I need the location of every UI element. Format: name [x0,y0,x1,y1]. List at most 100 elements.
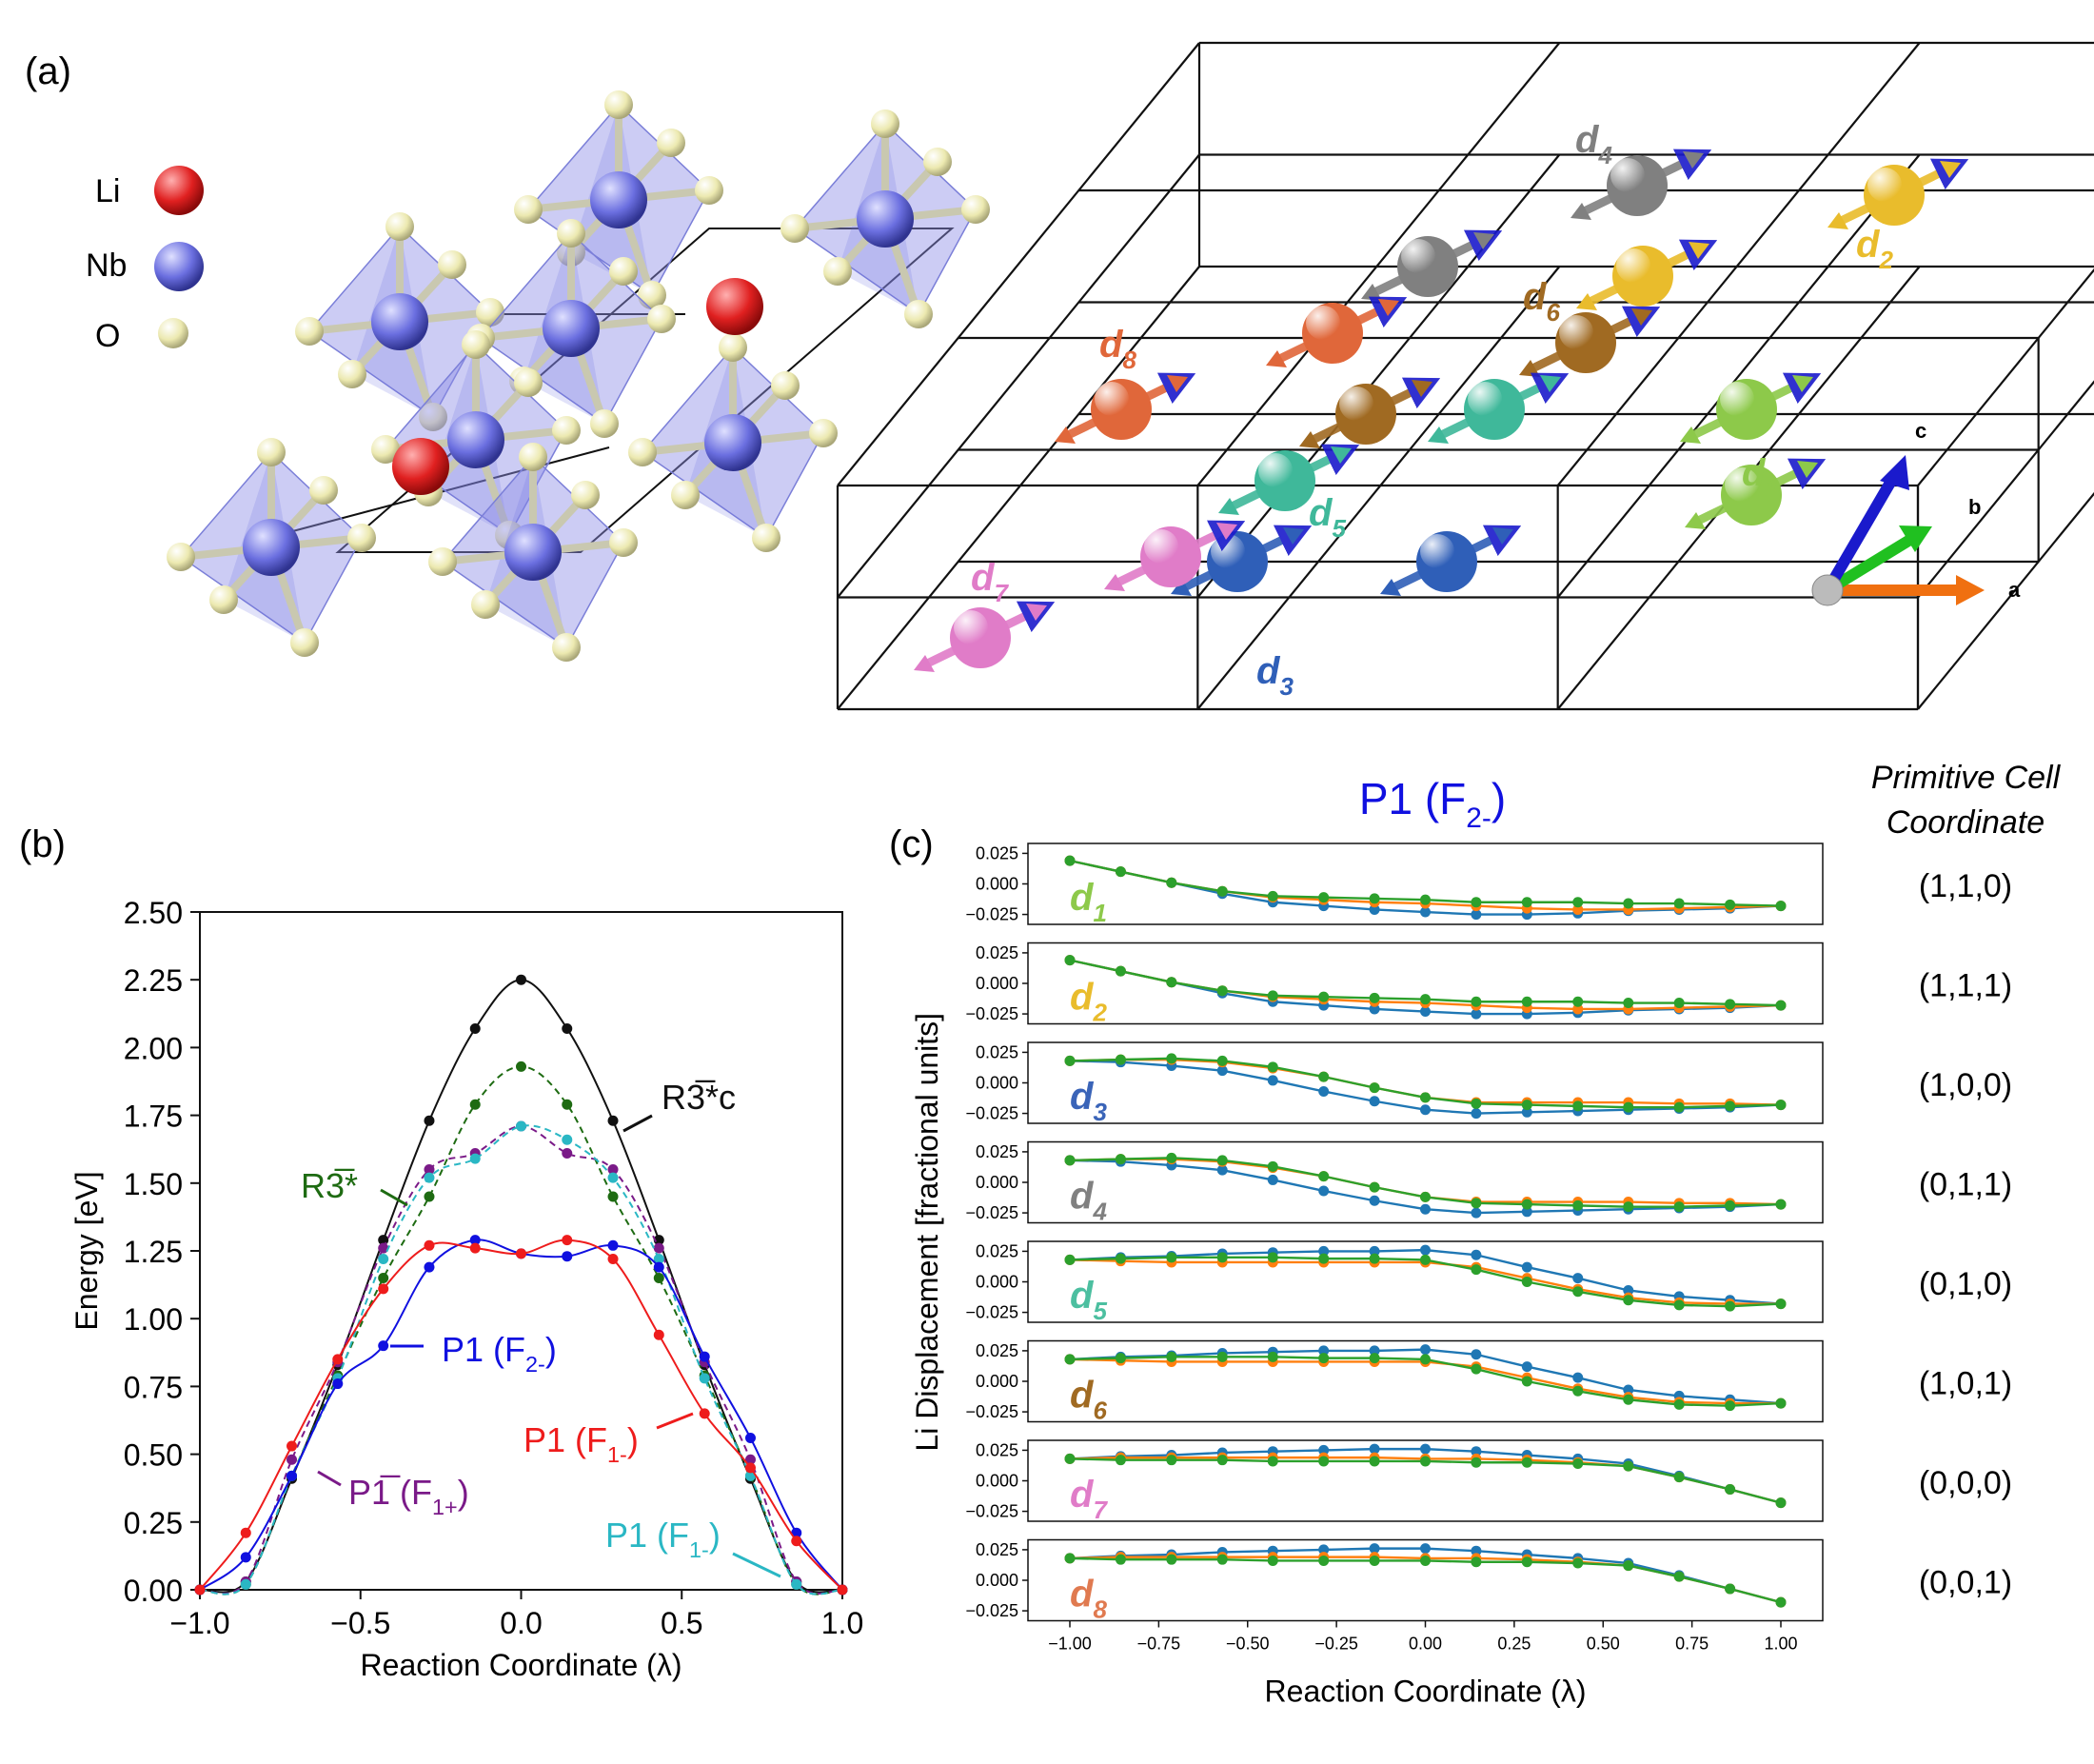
data-point [424,1164,435,1176]
series-label-1: R3̅* [301,1166,358,1205]
data-point [1267,1351,1278,1362]
data-point [791,1536,802,1547]
subplot-label-d6: d6 [1070,1375,1107,1425]
atom-highlight [1339,386,1373,421]
data-point [1521,1361,1532,1373]
oxygen-atom [209,585,238,614]
site-label-d1-sub: 1 [1765,474,1778,503]
primitive-cell-coordinate: (0,1,1) [1919,1167,2012,1203]
data-point [1318,1185,1330,1197]
subplot-d6: 0.025 0.000 −0.025 d6 (1,0,1) [965,1339,2012,1425]
data-point [1521,897,1532,908]
data-point [1623,998,1634,1009]
data-point [1318,1444,1330,1456]
atom-highlight [1258,453,1293,487]
niobium-atom [590,171,647,228]
primitive-cell-coordinate: (1,0,1) [1919,1366,2012,1402]
data-point [1216,1351,1228,1362]
arrow-head [1940,161,1961,178]
y-axis-label: Li Displacement [fractional units] [910,1013,944,1452]
series-label-3-sub: 1- [689,1537,709,1562]
data-point [1318,1544,1330,1556]
data-point [1369,893,1380,904]
y-tick-label: −0.025 [965,1104,1018,1123]
data-point [1318,1555,1330,1566]
data-point [1673,1571,1685,1582]
data-point [1775,1497,1787,1509]
data-point [1064,955,1076,966]
data-point [1521,1261,1532,1273]
data-point [744,1462,756,1474]
oxygen-atom [552,416,581,445]
data-point [1572,996,1584,1007]
y-tick-label: 0.025 [976,943,1018,962]
axis-c-arrow [1822,472,1900,594]
data-point [1420,906,1431,918]
data-point [469,1153,481,1164]
legend-li-label: Li [95,173,120,209]
arrow-head [1216,523,1237,540]
axis-b-label: b [1968,495,1981,519]
data-point [424,1261,435,1273]
subplot-label-d6-sub: 6 [1093,1397,1107,1425]
data-point [469,1235,481,1246]
niobium-atom [543,300,600,357]
data-point [1471,1556,1482,1568]
data-point [653,1272,664,1283]
panel-label-a: (a) [25,50,71,92]
axis-b-head [1899,525,1932,552]
data-point [1064,855,1076,866]
series-label-2: P1̅ (F1+) [348,1473,469,1519]
subplot-label-d1-sub: 1 [1093,899,1106,927]
data-point [1521,1277,1532,1287]
arrow-head [1540,375,1561,392]
data-point [1369,1195,1380,1206]
data-point [1318,1245,1330,1257]
x-tick-label: 0.25 [1497,1635,1531,1654]
data-point [1115,1353,1126,1364]
data-point [1673,1398,1685,1410]
arrow-head [1428,426,1449,444]
data-point [1369,903,1380,915]
data-point [1471,1198,1482,1209]
oxygen-atom [571,481,600,509]
oxygen-atom [771,371,800,400]
series-label-0-main: R3̅*c [662,1078,736,1117]
subplot-label-d4-sub: 4 [1092,1198,1107,1226]
subplot-d8: 0.025 0.000 −0.025 d8 (0,0,1) [965,1538,2012,1624]
subplot-label-d2-main: d [1070,977,1095,1019]
data-point [1267,1160,1278,1172]
site-label-d5-sub: 5 [1332,514,1346,543]
data-point [286,1470,298,1481]
data-point [1521,1206,1532,1218]
arrow-head [1685,512,1706,529]
subplot-d2: 0.025 0.000 −0.025 d2 (1,1,1) [965,941,2012,1027]
y-tick-label: 0.025 [976,1341,1018,1360]
data-point [1572,1286,1584,1298]
lithium-atom [706,278,763,335]
data-point [1775,1000,1787,1011]
data-point [1521,1376,1532,1387]
arrow-head [1361,284,1382,301]
subplot-d3: 0.025 0.000 −0.025 d3 (1,0,0) [965,1041,2012,1126]
y-tick-label: 0.025 [976,1042,1018,1061]
data-point [1318,1253,1330,1264]
atom-highlight [1144,529,1178,564]
y-axis-label: Energy [eV] [69,1171,104,1330]
data-point [469,1242,481,1254]
site-label-d8-main: d [1099,324,1124,366]
x-tick-label: 0.0 [500,1606,542,1640]
oxygen-atom [167,543,195,571]
subplot-d7: 0.025 0.000 −0.025 d7 (0,0,0) [965,1439,2012,1524]
data-point [1166,877,1177,888]
oxygen-atom [752,524,780,552]
subplot-label-d1: d1 [1070,877,1107,927]
oxygen-atom [290,628,319,657]
annotation-leader [732,1552,781,1578]
data-point [1420,1344,1431,1356]
data-point [699,1408,710,1419]
site-label-d4: d4 [1575,119,1612,169]
data-point [1420,1254,1431,1265]
data-point [1471,1264,1482,1276]
data-point [1572,1003,1584,1015]
